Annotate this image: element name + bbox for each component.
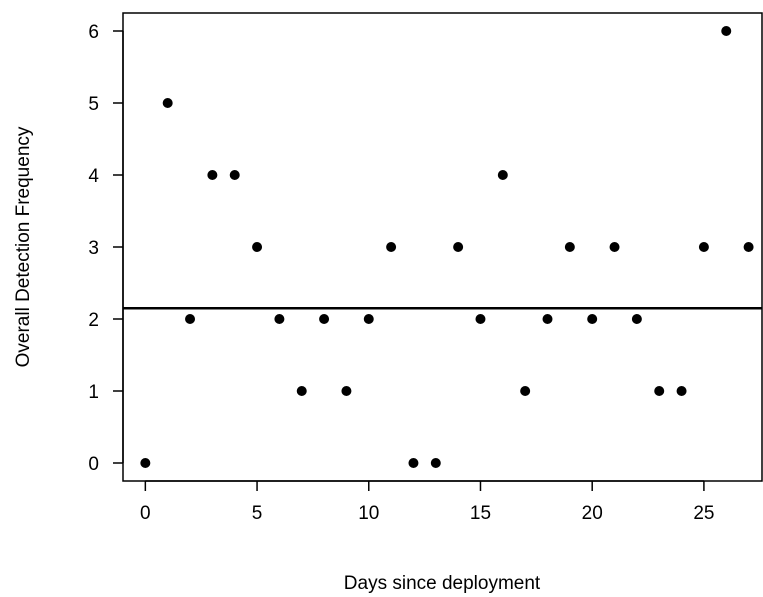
data-points bbox=[140, 26, 754, 468]
x-tick-label: 5 bbox=[252, 503, 263, 524]
data-point bbox=[609, 242, 620, 252]
x-tick-label: 20 bbox=[582, 503, 603, 524]
x-tick-label: 10 bbox=[358, 503, 379, 524]
y-tick-label: 1 bbox=[88, 382, 99, 403]
data-point bbox=[408, 458, 419, 468]
data-point bbox=[564, 242, 575, 252]
x-axis: 0 5 10 15 20 25 bbox=[140, 480, 714, 524]
data-point bbox=[386, 242, 397, 252]
data-point bbox=[587, 314, 598, 324]
y-tick-label: 4 bbox=[88, 166, 99, 187]
data-point bbox=[520, 386, 531, 396]
data-point bbox=[654, 386, 665, 396]
data-point bbox=[676, 386, 687, 396]
x-tick-label: 15 bbox=[470, 503, 491, 524]
data-point bbox=[743, 242, 754, 252]
data-point bbox=[698, 242, 709, 252]
y-tick-label: 5 bbox=[88, 94, 99, 115]
y-axis-title: Overall Detection Frequency bbox=[13, 126, 34, 367]
x-tick-label: 25 bbox=[693, 503, 714, 524]
data-point bbox=[363, 314, 374, 324]
data-point bbox=[497, 170, 508, 180]
y-tick-label: 0 bbox=[88, 454, 99, 475]
data-point bbox=[475, 314, 486, 324]
x-axis-title: Days since deployment bbox=[344, 573, 541, 594]
data-point bbox=[162, 98, 173, 108]
data-point bbox=[229, 170, 240, 180]
data-point bbox=[721, 26, 732, 36]
data-point bbox=[252, 242, 263, 252]
data-point bbox=[430, 458, 441, 468]
y-axis: 0 1 2 3 4 5 6 bbox=[88, 22, 124, 475]
y-tick-label: 3 bbox=[88, 238, 99, 259]
x-tick-label: 0 bbox=[140, 503, 151, 524]
plot-frame bbox=[122, 12, 763, 482]
data-point bbox=[453, 242, 464, 252]
data-point bbox=[296, 386, 307, 396]
data-point bbox=[140, 458, 151, 468]
data-point bbox=[319, 314, 330, 324]
data-point bbox=[207, 170, 218, 180]
y-tick-label: 2 bbox=[88, 310, 99, 331]
data-point bbox=[341, 386, 352, 396]
data-point bbox=[274, 314, 285, 324]
data-point bbox=[631, 314, 642, 324]
data-point bbox=[185, 314, 196, 324]
data-point bbox=[542, 314, 553, 324]
y-tick-label: 6 bbox=[88, 22, 99, 43]
